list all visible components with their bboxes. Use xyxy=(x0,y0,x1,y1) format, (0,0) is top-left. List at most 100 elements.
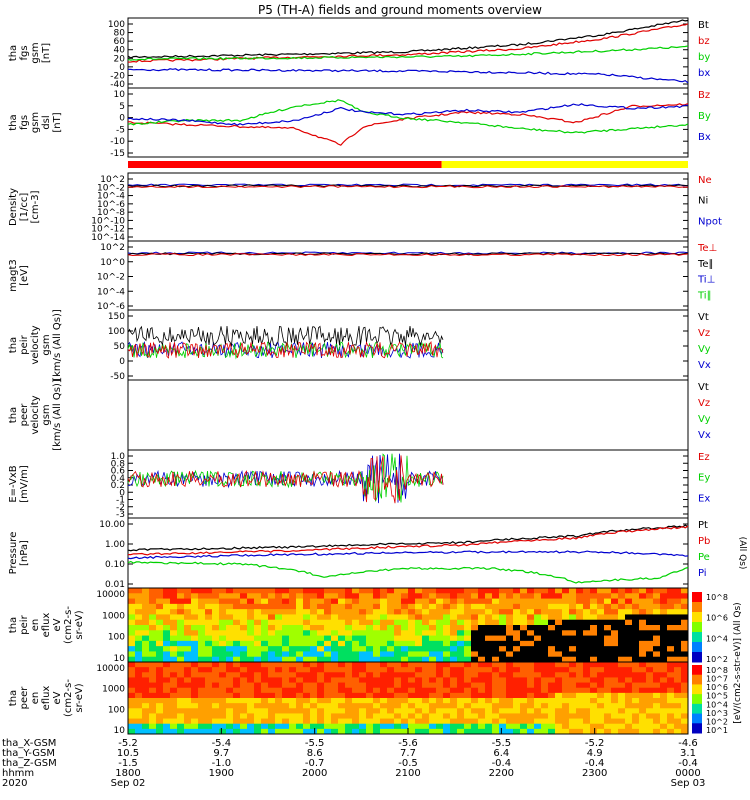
heatmap-cell xyxy=(261,677,269,684)
heatmap-cell xyxy=(681,698,689,704)
heatmap-cell xyxy=(660,603,668,610)
heatmap-cell xyxy=(422,588,430,594)
heatmap-cell xyxy=(352,723,360,730)
heatmap-cell xyxy=(429,723,437,730)
heatmap-cell xyxy=(632,677,640,684)
heatmap-cell xyxy=(282,630,290,637)
heatmap-cell xyxy=(611,718,619,725)
heatmap-cell xyxy=(499,598,507,605)
heatmap-cell xyxy=(625,708,633,714)
heatmap-cell xyxy=(233,672,241,678)
heatmap-cell xyxy=(240,708,248,714)
heatmap-cell xyxy=(660,619,668,626)
y-axis-label: [eV] xyxy=(19,265,30,286)
heatmap-cell xyxy=(359,593,367,600)
colorbar-tick: 10^8 xyxy=(706,666,728,675)
heatmap-cell xyxy=(387,619,395,626)
y-axis-label: en xyxy=(30,619,41,632)
heatmap-cell xyxy=(506,672,514,678)
heatmap-cell xyxy=(331,603,339,610)
heatmap-cell xyxy=(576,609,584,615)
heatmap-cell xyxy=(191,614,199,621)
heatmap-cell xyxy=(583,588,591,594)
heatmap-cell xyxy=(345,708,353,714)
heatmap-cell xyxy=(457,682,465,689)
heatmap-cell xyxy=(527,662,535,668)
heatmap-cell xyxy=(457,656,465,663)
heatmap-cell xyxy=(317,625,325,631)
heatmap-cell xyxy=(401,682,409,689)
heatmap-cell xyxy=(366,723,374,730)
heatmap-cell xyxy=(324,687,332,694)
heatmap-cell xyxy=(268,640,276,647)
heatmap-cell xyxy=(625,593,633,600)
colorbar-tick: 10^4 xyxy=(706,700,728,709)
heatmap-cell xyxy=(142,651,150,658)
heatmap-cell xyxy=(541,603,549,610)
heatmap-cell xyxy=(541,598,549,605)
heatmap-cell xyxy=(282,728,290,735)
legend-Pb: Pb xyxy=(698,536,710,547)
heatmap-cell xyxy=(149,692,157,699)
heatmap-cell xyxy=(135,682,143,689)
heatmap-cell xyxy=(359,713,367,720)
heatmap-cell xyxy=(275,656,283,663)
heatmap-cell xyxy=(415,687,423,694)
heatmap-cell xyxy=(415,635,423,642)
heatmap-cell xyxy=(212,708,220,714)
heatmap-cell xyxy=(576,588,584,594)
heatmap-cell xyxy=(205,588,213,594)
heatmap-cell xyxy=(541,656,549,663)
heatmap-cell xyxy=(597,662,605,668)
heatmap-cell xyxy=(464,713,472,720)
heatmap-cell xyxy=(597,656,605,663)
heatmap-cell xyxy=(667,598,675,605)
heatmap-cell xyxy=(408,662,416,668)
heatmap-cell xyxy=(247,708,255,714)
y-axis-label: velocity xyxy=(30,325,41,364)
heatmap-cell xyxy=(170,677,178,684)
heatmap-cell xyxy=(296,708,304,714)
heatmap-cell xyxy=(219,625,227,631)
heatmap-cell xyxy=(527,593,535,600)
y-axis-label: gsm xyxy=(30,112,41,133)
heatmap-cell xyxy=(212,713,220,720)
heatmap-cell xyxy=(611,588,619,594)
heatmap-cell xyxy=(184,588,192,594)
heatmap-cell xyxy=(163,667,171,673)
heatmap-cell xyxy=(401,619,409,626)
heatmap-cell xyxy=(590,713,598,720)
heatmap-cell xyxy=(268,614,276,621)
heatmap-cell xyxy=(450,635,458,642)
heatmap-cell xyxy=(331,698,339,704)
heatmap-cell xyxy=(380,672,388,678)
heatmap-cell xyxy=(303,651,311,658)
x-tick-label: 1900 xyxy=(209,768,234,779)
heatmap-cell xyxy=(191,640,199,647)
heatmap-cell xyxy=(653,603,661,610)
heatmap-cell xyxy=(646,625,654,631)
heatmap-cell xyxy=(415,713,423,720)
heatmap-cell xyxy=(142,646,150,652)
heatmap-cell xyxy=(450,630,458,637)
heatmap-cell xyxy=(191,682,199,689)
y-tick-label: 10^2 xyxy=(100,175,125,185)
heatmap-cell xyxy=(499,588,507,594)
heatmap-cell xyxy=(394,614,402,621)
heatmap-cell xyxy=(310,646,318,652)
heatmap-cell xyxy=(604,598,612,605)
heatmap-cell xyxy=(422,625,430,631)
panel-frame xyxy=(127,240,689,311)
heatmap-cell xyxy=(590,672,598,678)
heatmap-cell xyxy=(366,640,374,647)
heatmap-cell xyxy=(128,588,136,594)
heatmap-cell xyxy=(534,619,542,626)
heatmap-cell xyxy=(457,713,465,720)
heatmap-cell xyxy=(464,588,472,594)
heatmap-cell xyxy=(492,718,500,725)
heatmap-cell xyxy=(618,598,626,605)
heatmap-cell xyxy=(597,698,605,704)
heatmap-cell xyxy=(317,698,325,704)
panel-pressure: Pressure [nPa]10.001.000.100.01PtPbPePi(A… xyxy=(8,517,747,590)
heatmap-cell xyxy=(177,662,185,668)
